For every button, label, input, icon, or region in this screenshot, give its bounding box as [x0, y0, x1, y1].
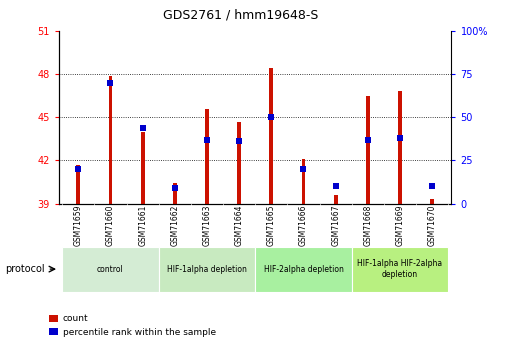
- Bar: [398, 91, 402, 204]
- Point: [300, 166, 308, 172]
- Bar: [366, 96, 370, 204]
- Text: GSM71669: GSM71669: [396, 205, 404, 246]
- Text: GSM71664: GSM71664: [234, 205, 244, 246]
- Text: GSM71667: GSM71667: [331, 205, 340, 246]
- Text: GDS2761 / hmm19648-S: GDS2761 / hmm19648-S: [164, 9, 319, 22]
- Text: HIF-1alpha HIF-2alpha
depletion: HIF-1alpha HIF-2alpha depletion: [358, 259, 443, 279]
- Point: [331, 184, 340, 189]
- Text: GSM71659: GSM71659: [74, 205, 83, 246]
- Bar: [302, 159, 305, 204]
- Text: HIF-2alpha depletion: HIF-2alpha depletion: [264, 265, 343, 274]
- Point: [428, 184, 436, 189]
- Text: HIF-1alpha depletion: HIF-1alpha depletion: [167, 265, 247, 274]
- Point: [396, 135, 404, 141]
- Text: GSM71670: GSM71670: [428, 205, 437, 246]
- Point: [267, 115, 275, 120]
- Text: GSM71661: GSM71661: [138, 205, 147, 246]
- Bar: [173, 184, 176, 204]
- Point: [235, 139, 243, 144]
- Bar: [333, 195, 338, 204]
- Point: [74, 166, 83, 172]
- Bar: [62, 247, 159, 292]
- Bar: [159, 247, 255, 292]
- Point: [203, 137, 211, 142]
- Text: protocol: protocol: [5, 264, 45, 274]
- Bar: [141, 132, 145, 204]
- Bar: [430, 199, 434, 204]
- Bar: [352, 247, 448, 292]
- Point: [171, 185, 179, 191]
- Point: [106, 80, 114, 86]
- Bar: [205, 109, 209, 204]
- Point: [364, 137, 372, 142]
- Legend: count, percentile rank within the sample: count, percentile rank within the sample: [46, 311, 220, 341]
- Bar: [237, 121, 241, 204]
- Point: [139, 125, 147, 130]
- Text: GSM71668: GSM71668: [363, 205, 372, 246]
- Text: GSM71660: GSM71660: [106, 205, 115, 246]
- Text: GSM71663: GSM71663: [203, 205, 211, 246]
- Text: GSM71662: GSM71662: [170, 205, 180, 246]
- Bar: [255, 247, 352, 292]
- Text: GSM71666: GSM71666: [299, 205, 308, 246]
- Text: GSM71665: GSM71665: [267, 205, 276, 246]
- Bar: [76, 165, 80, 204]
- Text: control: control: [97, 265, 124, 274]
- Bar: [109, 76, 112, 204]
- Bar: [269, 68, 273, 204]
